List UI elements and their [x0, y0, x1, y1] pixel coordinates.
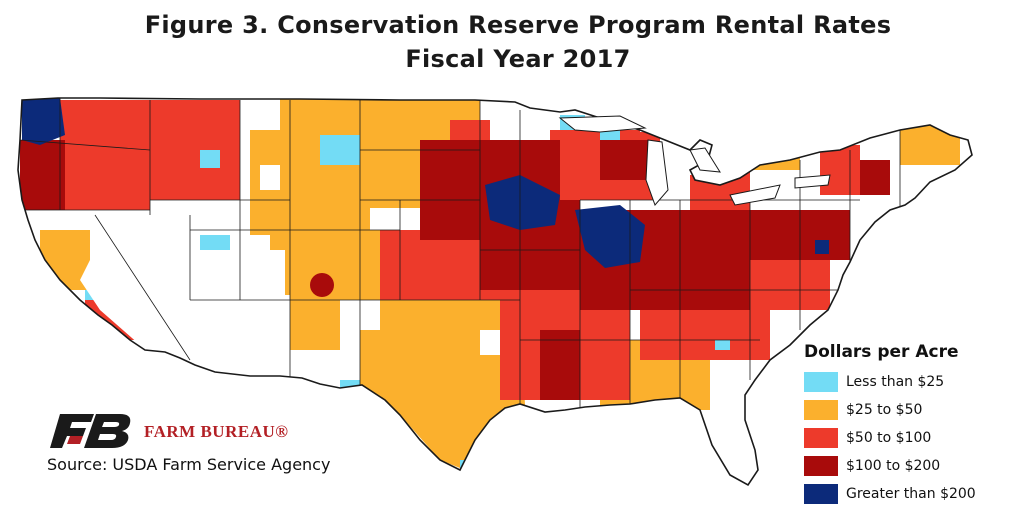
- legend-label: $100 to $200: [846, 457, 941, 474]
- legend-item-less-than-25: Less than $25: [804, 370, 1024, 393]
- legend-swatch: [804, 371, 838, 392]
- legend-item-50-to-100: $50 to $100: [804, 426, 1024, 449]
- title-line-1: Figure 3. Conservation Reserve Program R…: [144, 11, 892, 39]
- legend-swatch: [804, 455, 838, 476]
- great-lakes: [558, 115, 831, 206]
- source-note: Source: USDA Farm Service Agency: [47, 455, 331, 474]
- map-title: Figure 3. Conservation Reserve Program R…: [0, 8, 1036, 76]
- legend-item-100-to-200: $100 to $200: [804, 454, 1024, 477]
- legend-swatch: [804, 427, 838, 448]
- legend-swatch: [804, 483, 838, 504]
- legend-item-25-to-50: $25 to $50: [804, 398, 1024, 421]
- legend-title: Dollars per Acre: [804, 342, 959, 362]
- region-greater-than-200: [22, 98, 829, 268]
- legend-label: $25 to $50: [846, 401, 923, 418]
- legend-label: Greater than $200: [846, 485, 976, 502]
- legend-label: $50 to $100: [846, 429, 932, 446]
- farm-bureau-logo: FARM BUREAU®: [50, 412, 330, 452]
- title-line-2: Fiscal Year 2017: [405, 45, 631, 73]
- legend-label: Less than $25: [846, 373, 945, 390]
- farm-bureau-wordmark: FARM BUREAU®: [144, 422, 289, 441]
- legend-swatch: [804, 399, 838, 420]
- legend: Dollars per Acre Less than $25 $25 to $5…: [804, 342, 1024, 510]
- legend-item-greater-than-200: Greater than $200: [804, 482, 1024, 505]
- region-100-to-200: [20, 140, 890, 400]
- farm-bureau-mark-icon: [50, 414, 131, 448]
- state-borders: [19, 98, 901, 410]
